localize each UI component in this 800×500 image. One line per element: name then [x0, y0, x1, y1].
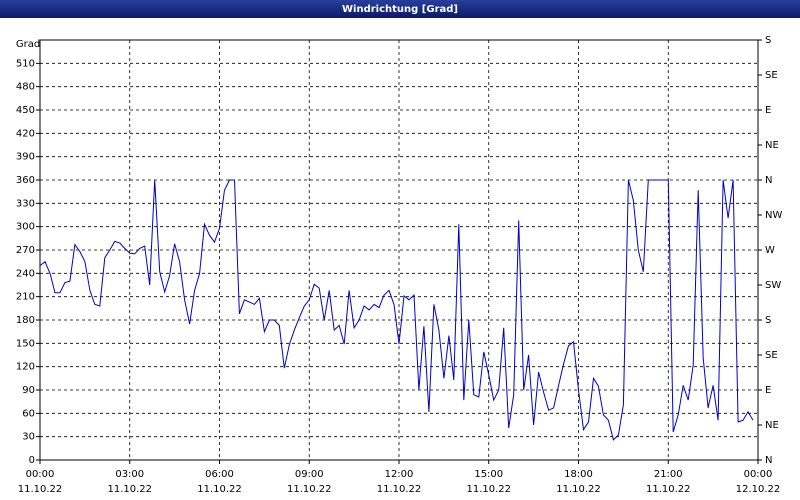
y-tick-label: 450 — [16, 105, 35, 116]
y2-tick-label: N — [765, 455, 772, 466]
y2-tick-label: S — [765, 35, 771, 46]
y-tick-label: 510 — [16, 58, 35, 69]
y-tick-label: 300 — [16, 222, 35, 233]
x-tick-label: 06:00 — [205, 469, 234, 480]
x-tick-label: 00:00 — [26, 469, 55, 480]
y2-tick-label: S — [765, 315, 771, 326]
y-tick-label: 480 — [16, 82, 35, 93]
y-tick-label: 60 — [22, 408, 35, 419]
x-tick-date: 11.10.22 — [646, 484, 691, 495]
y2-tick-label: E — [765, 385, 771, 396]
chart-title: Windrichtung [Grad] — [342, 4, 458, 15]
x-tick-date: 11.10.22 — [287, 484, 332, 495]
y-tick-label: 270 — [16, 245, 35, 256]
x-tick-label: 18:00 — [564, 469, 593, 480]
y-tick-label: 30 — [22, 432, 35, 443]
x-tick-date: 11.10.22 — [197, 484, 242, 495]
y-axis-label: Grad — [16, 39, 40, 50]
y-tick-label: 150 — [16, 338, 35, 349]
y-tick-label: 90 — [22, 385, 35, 396]
y2-tick-label: NE — [765, 420, 779, 431]
y-tick-label: 210 — [16, 292, 35, 303]
y-tick-label: 360 — [16, 175, 35, 186]
x-tick-date: 11.10.22 — [377, 484, 422, 495]
y-tick-label: 120 — [16, 362, 35, 373]
x-tick-date: 11.10.22 — [107, 484, 152, 495]
y2-tick-label: W — [765, 245, 775, 256]
data-line — [39, 179, 754, 441]
y2-tick-label: NW — [765, 210, 782, 221]
x-tick-label: 12:00 — [385, 469, 414, 480]
x-tick-label: 09:00 — [295, 469, 324, 480]
x-tick-date: 12.10.22 — [736, 484, 781, 495]
y-tick-label: 240 — [16, 268, 35, 279]
y2-tick-label: SE — [765, 70, 778, 81]
y2-tick-label: N — [765, 175, 772, 186]
title-bar — [0, 0, 800, 18]
x-tick-date: 11.10.22 — [466, 484, 511, 495]
x-tick-label: 15:00 — [474, 469, 503, 480]
x-tick-label: 00:00 — [744, 469, 773, 480]
y2-tick-label: SE — [765, 350, 778, 361]
x-tick-label: 21:00 — [654, 469, 683, 480]
x-tick-label: 03:00 — [115, 469, 144, 480]
y-tick-label: 180 — [16, 315, 35, 326]
x-tick-date: 11.10.22 — [556, 484, 601, 495]
y-tick-label: 330 — [16, 198, 35, 209]
y2-tick-label: E — [765, 105, 771, 116]
y-tick-label: 420 — [16, 128, 35, 139]
y-tick-label: 0 — [29, 455, 35, 466]
x-tick-date: 11.10.22 — [18, 484, 63, 495]
y2-tick-label: SW — [765, 280, 781, 291]
y-tick-label: 390 — [16, 152, 35, 163]
y2-tick-label: NE — [765, 140, 779, 151]
